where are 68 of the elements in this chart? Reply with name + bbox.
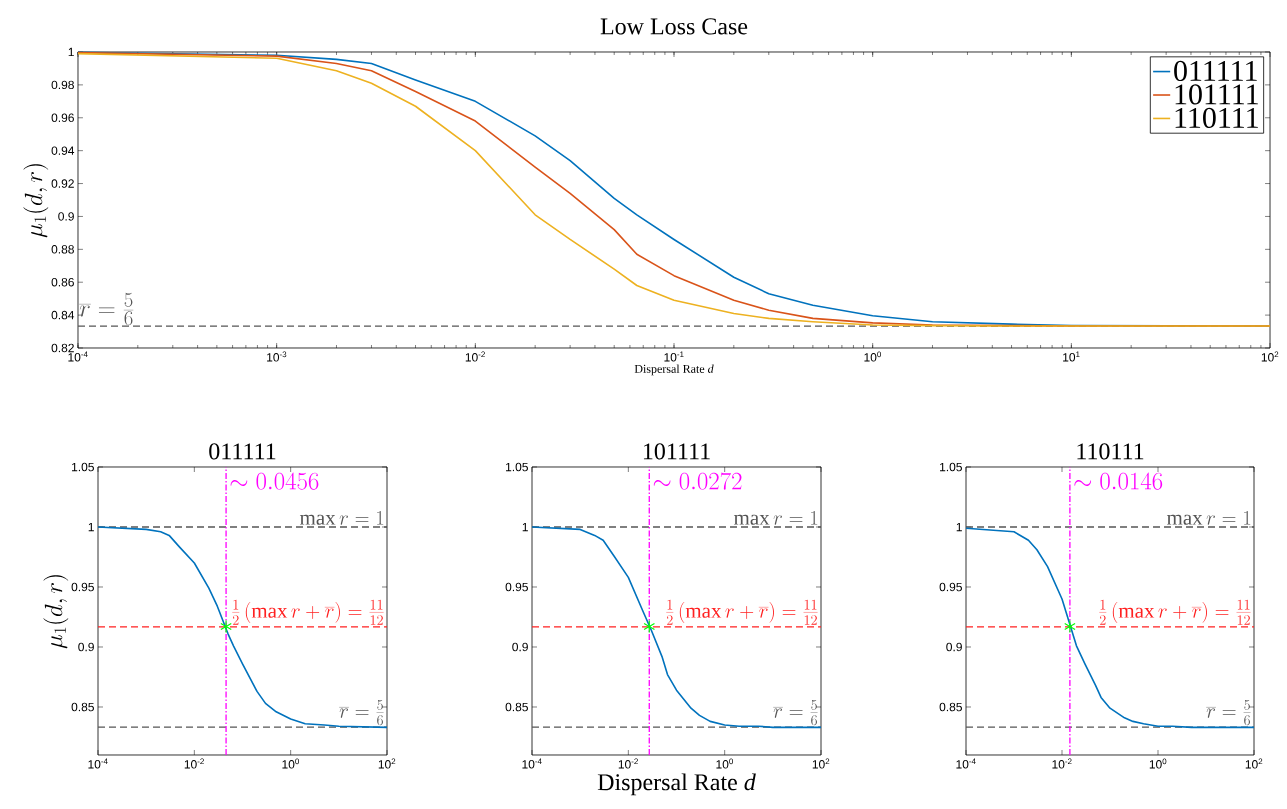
x-tick-label: 10$^{2}$ [1261,351,1279,362]
y-tick-label: 0.96 [51,113,74,123]
y-axis-title: $\mu_1(d,r)$ [43,575,69,649]
y-tick-label: 0.95 [505,582,528,592]
x-tick-label: 10$^{-4}$ [88,758,108,769]
y-tick-label: 0.95 [71,582,94,592]
y-tick-label: 1 [88,522,94,532]
y-tick-label: 0.9 [512,642,528,652]
ref-line-label: $\overline{r} = \frac{5}{6}$ [79,292,134,326]
legend-label: 101111 [1175,84,1258,105]
ref-line-label: $\max r = 1$ [1166,510,1251,525]
x-tick-label: 10$^{0}$ [282,758,300,769]
x-tick-label: 10$^{-1}$ [664,351,684,362]
chart-title: 011111 [209,443,276,460]
y-tick-label: 1.05 [72,462,94,472]
x-tick-label: 10$^{-4}$ [956,758,976,769]
legend-label: 110111 [1175,107,1258,128]
ref-line-label: $\sim 0.0146$ [1074,472,1163,490]
y-tick-label: 0.95 [939,582,962,592]
ref-line-label: $\sim 0.0272$ [653,472,742,490]
y-tick-label: 1 [68,47,74,57]
y-tick-label: 0.88 [51,245,74,254]
ref-line-label: $\overline{r} = \frac{5}{6}$ [1206,699,1251,726]
chart-title: 110111 [1077,443,1144,460]
ref-line-label: $\frac{1}{2}\left(\max r+\overline{r}\right)=\frac{11}{12}$ [1099,599,1251,625]
x-tick-label: 10$^{-4}$ [68,351,88,362]
x-tick-label: 10$^{0}$ [716,758,734,769]
ref-line-label: $\max r = 1$ [299,510,384,525]
legend-label: 011111 [1174,60,1257,82]
y-tick-label: 0.85 [71,702,94,712]
y-tick-label: 0.98 [51,80,74,90]
y-tick-label: 1.05 [506,462,528,472]
ref-line-label: $\sim 0.0456$ [230,472,319,490]
y-tick-label: 0.85 [939,702,962,712]
y-tick-label: 1 [956,522,962,532]
x-tick-label: 10$^{0}$ [864,351,882,362]
y-tick-label: 0.9 [58,212,74,221]
y-tick-label: 0.94 [51,146,75,155]
ref-line-label: $\frac{1}{2}\left(\max r+\overline{r}\right)=\frac{11}{12}$ [666,599,818,625]
x-tick-label: 10$^{2}$ [1245,758,1263,769]
x-tick-label: 10$^{-3}$ [267,351,287,362]
x-axis-title: Dispersal Rate d [597,773,756,796]
x-tick-label: 10$^{-2}$ [184,758,204,769]
y-axis-title: $\mu_1(d,r)$ [23,164,49,238]
ref-line-label: $\max r = 1$ [733,510,818,525]
ref-line-label: $\overline{r} = \frac{5}{6}$ [773,699,818,726]
y-tick-label: 1 [522,522,528,532]
x-tick-label: 10$^{2}$ [812,758,830,769]
y-tick-label: 0.82 [51,343,74,353]
x-tick-label: 10$^{-2}$ [618,758,638,769]
x-tick-label: 10$^{-2}$ [1052,758,1072,769]
y-tick-label: 0.85 [505,702,528,712]
x-tick-label: 10$^{0}$ [1149,758,1167,769]
y-tick-label: 1.05 [940,462,962,472]
y-tick-label: 0.92 [51,179,74,188]
x-tick-label: 10$^{1}$ [1063,351,1080,362]
x-tick-label: 10$^{-2}$ [465,351,485,362]
chart-title: Low Loss Case [600,18,748,35]
chart-title: 101111 [643,443,710,460]
x-tick-label: 10$^{-4}$ [522,758,542,769]
y-tick-label: 0.84 [51,310,75,320]
ref-line-label: $\frac{1}{2}\left(\max r+\overline{r}\right)=\frac{11}{12}$ [232,599,384,625]
y-tick-label: 0.9 [78,642,94,652]
y-tick-label: 0.9 [946,642,962,652]
x-axis-title: Dispersal Rate d [634,364,714,376]
x-tick-label: 10$^{2}$ [378,758,396,769]
ref-line-label: $\overline{r} = \frac{5}{6}$ [339,699,384,726]
y-tick-label: 0.86 [51,277,74,287]
